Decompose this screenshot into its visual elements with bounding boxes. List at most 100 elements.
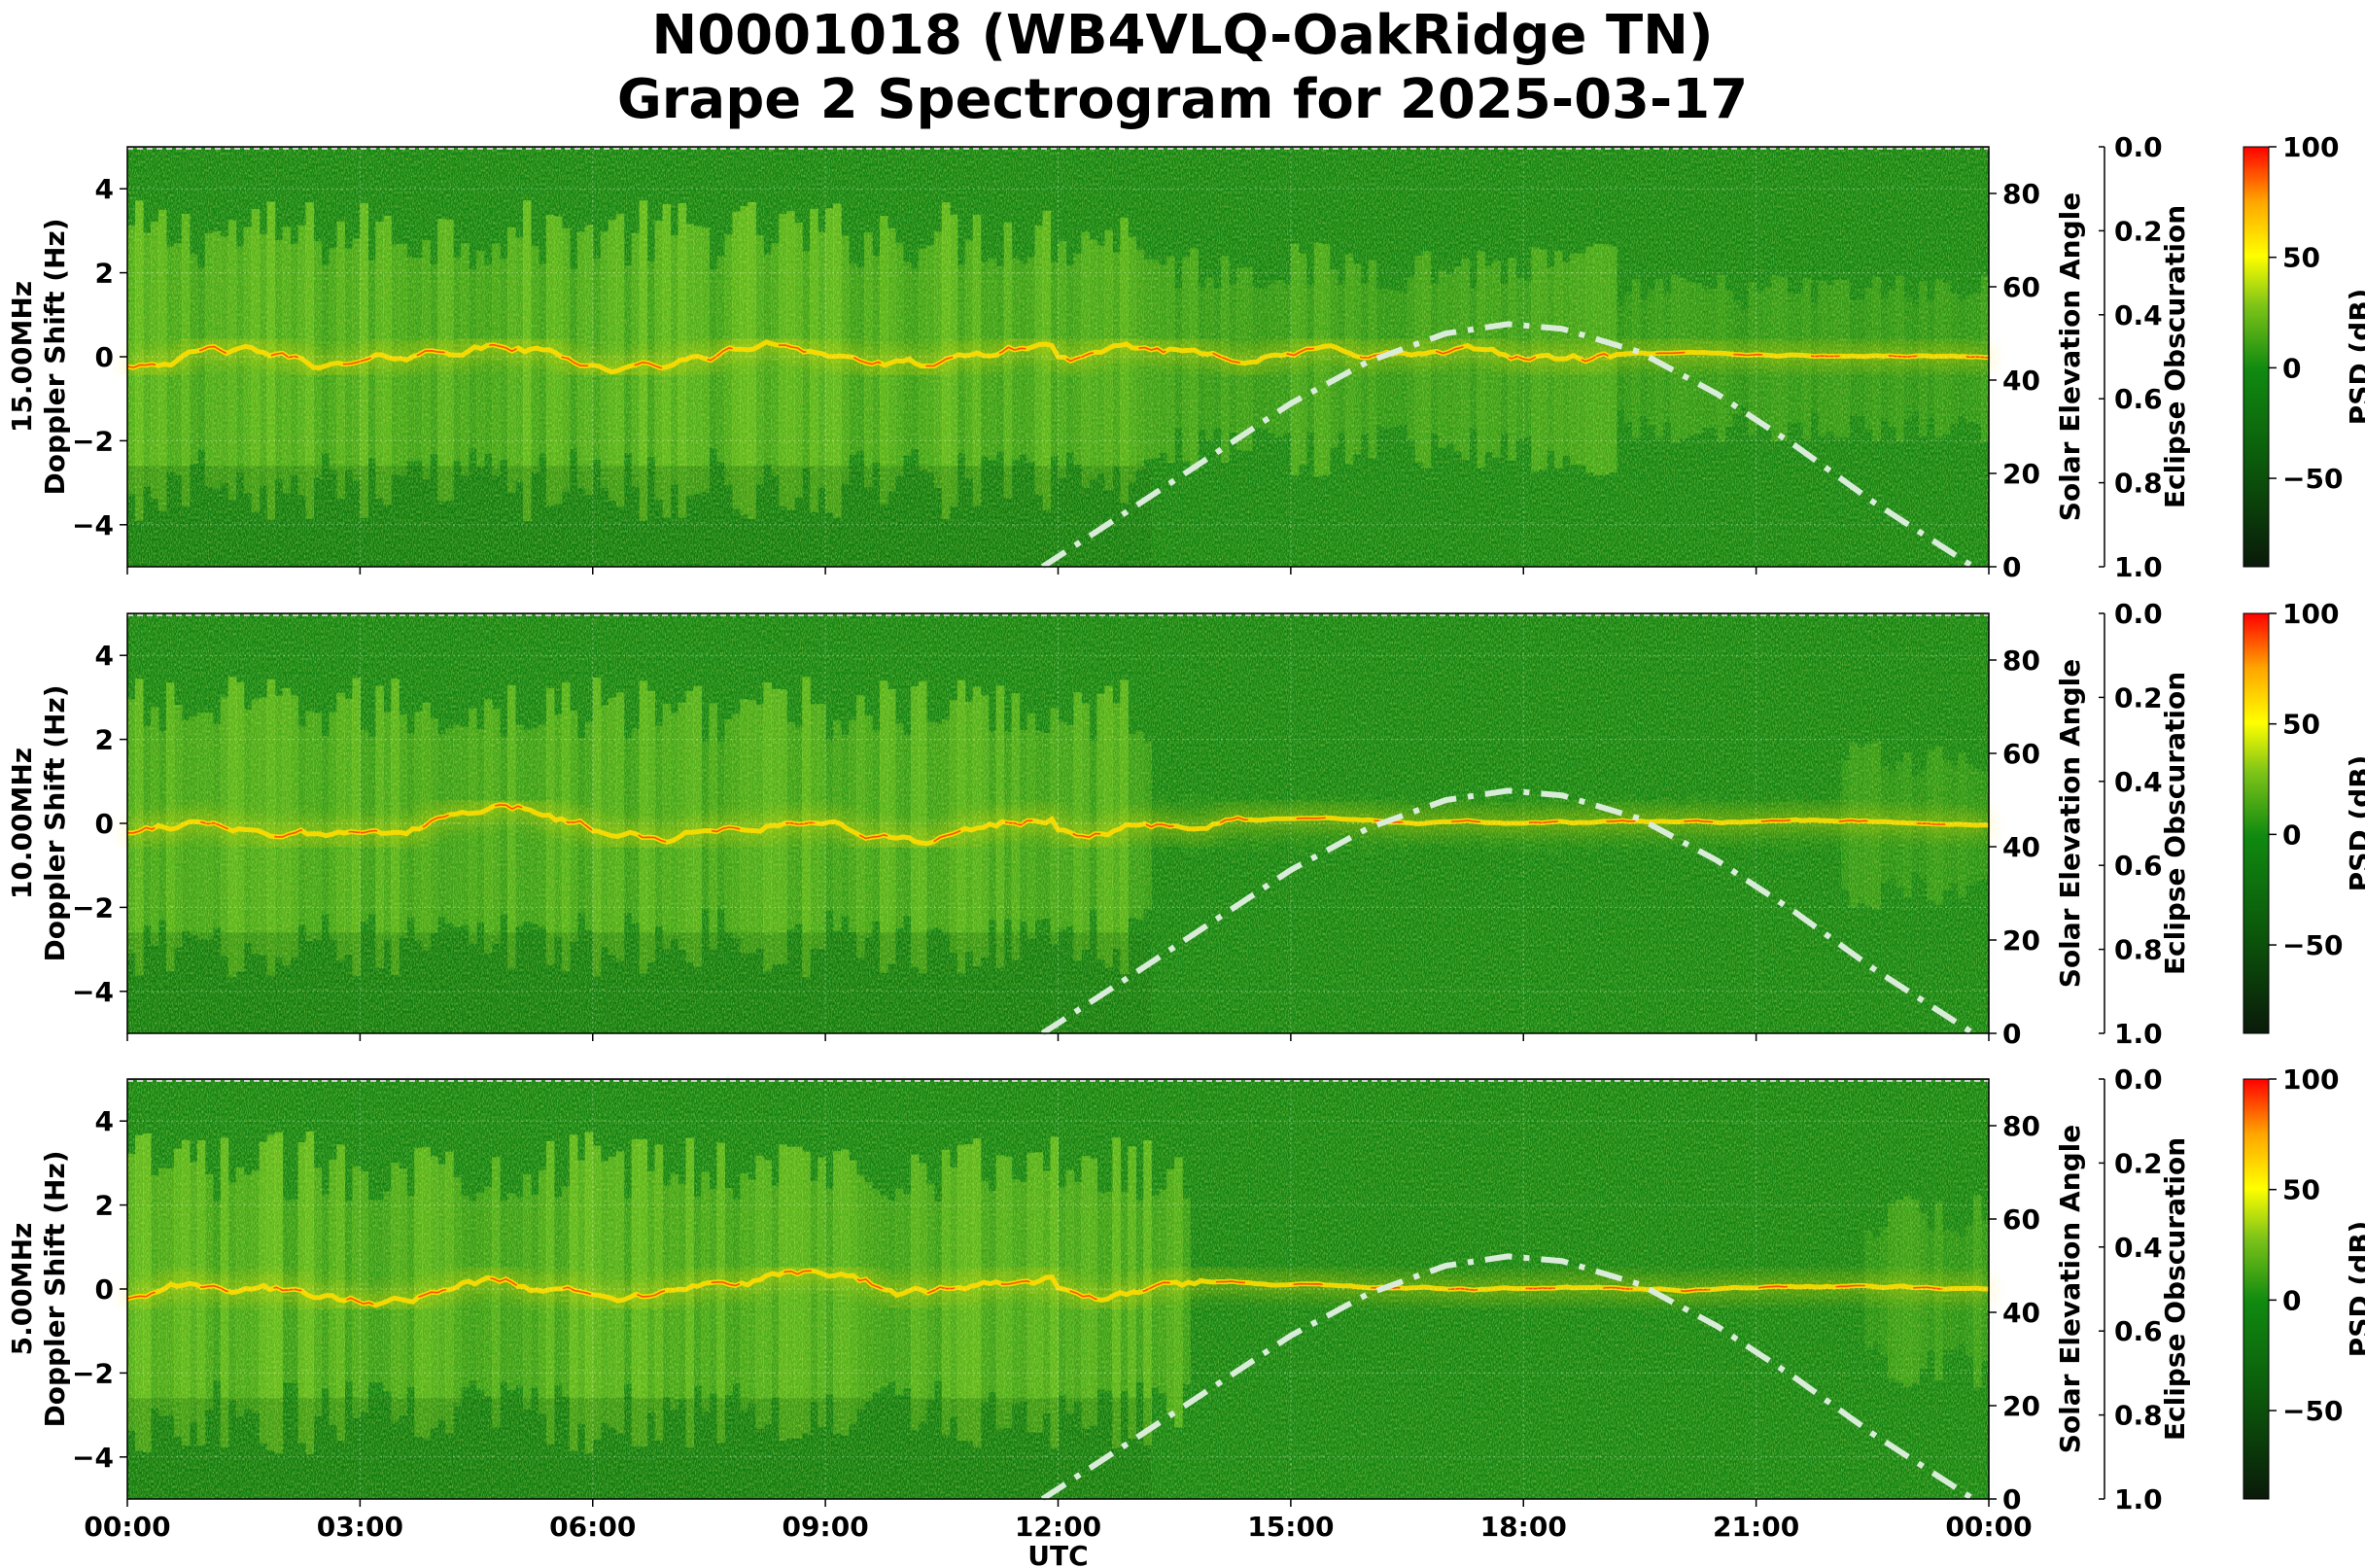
- eclipse-tick-label: 0.0: [2114, 598, 2163, 630]
- y-tick-label: 4: [95, 640, 114, 672]
- colorbar-tick-label: 0: [2282, 352, 2301, 384]
- y-tick-label: 0: [95, 1273, 114, 1306]
- colorbar-tick-label: 50: [2282, 709, 2320, 741]
- x-tick-label: 00:00: [1945, 1511, 2032, 1543]
- solar-tick-label: 40: [2002, 365, 2040, 397]
- solar-tick-label: 0: [2002, 551, 2021, 583]
- y-tick-label: 2: [95, 724, 114, 756]
- y-tick-label: 2: [95, 258, 114, 290]
- colorbar-tick-label: 0: [2282, 819, 2301, 851]
- y-tick-label: 2: [95, 1190, 114, 1222]
- panel-10.00MHz: 420−2−410.00MHz Doppler Shift (Hz)0204060…: [6, 598, 2365, 1050]
- x-tick-label: 12:00: [1015, 1511, 1101, 1543]
- colorbar-tick-label: −50: [2282, 929, 2343, 961]
- solar-tick-label: 80: [2002, 645, 2040, 677]
- solar-elevation-curve: [1040, 321, 1975, 570]
- solar-axis-label: Solar Elevation Angle: [2054, 659, 2086, 988]
- y-tick-label: −2: [72, 891, 114, 923]
- x-tick-label: 00:00: [84, 1511, 170, 1543]
- solar-tick-label: 0: [2002, 1018, 2021, 1050]
- solar-tick-label: 20: [2002, 458, 2040, 490]
- x-tick-label: 15:00: [1247, 1511, 1334, 1543]
- solar-tick-label: 60: [2002, 1203, 2040, 1236]
- y-axis-label-frequency: 10.00MHz: [6, 748, 38, 899]
- eclipse-axis-label: Eclipse Obscuration: [2159, 1137, 2191, 1441]
- y-axis-label-frequency: 5.00MHz: [6, 1223, 38, 1356]
- y-tick-label: 4: [95, 1105, 114, 1137]
- colorbar-tick-label: 100: [2282, 598, 2339, 630]
- eclipse-tick-label: 0.2: [2114, 1147, 2163, 1179]
- colorbar-tick-label: −50: [2282, 463, 2343, 495]
- y-axis-label: Doppler Shift (Hz): [39, 1150, 71, 1427]
- colorbar-label: PSD (dB): [2344, 1221, 2365, 1358]
- y-tick-label: −2: [72, 1357, 114, 1389]
- x-tick-label: 03:00: [317, 1511, 403, 1543]
- eclipse-tick-label: 0.4: [2114, 1232, 2163, 1264]
- x-tick-label: 09:00: [783, 1511, 869, 1543]
- y-axis-label: Doppler Shift (Hz): [39, 218, 71, 495]
- eclipse-tick-label: 0.2: [2114, 681, 2163, 714]
- chart-title: N0001018 (WB4VLQ-OakRidge TN) Grape 2 Sp…: [0, 4, 2365, 132]
- solar-elevation-curve: [1040, 1253, 1975, 1502]
- eclipse-tick-label: 1.0: [2114, 1018, 2163, 1050]
- eclipse-tick-label: 1.0: [2114, 1483, 2163, 1516]
- eclipse-tick-label: 0.4: [2114, 766, 2163, 798]
- solar-axis-label: Solar Elevation Angle: [2054, 192, 2086, 521]
- y-tick-label: −4: [72, 509, 114, 541]
- x-tick-label: 06:00: [549, 1511, 636, 1543]
- solar-tick-label: 80: [2002, 1110, 2040, 1142]
- eclipse-axis-label: Eclipse Obscuration: [2159, 672, 2191, 975]
- y-tick-label: −2: [72, 425, 114, 457]
- solar-tick-label: 80: [2002, 178, 2040, 210]
- solar-tick-label: 0: [2002, 1483, 2021, 1516]
- colorbar-tick-label: 0: [2282, 1284, 2301, 1316]
- panel-15.00MHz: 420−2−415.00MHz Doppler Shift (Hz)0204060…: [6, 131, 2365, 583]
- y-axis-label-frequency: 15.00MHz: [6, 281, 38, 433]
- eclipse-tick-label: 0.8: [2114, 468, 2163, 500]
- colorbar-tick-label: 100: [2282, 131, 2339, 163]
- colorbar-tick-label: 50: [2282, 242, 2320, 274]
- eclipse-tick-label: 0.2: [2114, 215, 2163, 247]
- eclipse-tick-label: 0.6: [2114, 850, 2163, 882]
- solar-tick-label: 40: [2002, 1297, 2040, 1329]
- eclipse-tick-label: 0.0: [2114, 131, 2163, 163]
- solar-tick-label: 40: [2002, 831, 2040, 863]
- eclipse-tick-label: 0.8: [2114, 1400, 2163, 1432]
- colorbar-label: PSD (dB): [2344, 755, 2365, 892]
- eclipse-tick-label: 1.0: [2114, 551, 2163, 583]
- solar-tick-label: 20: [2002, 924, 2040, 957]
- colorbar-tick-label: 100: [2282, 1063, 2339, 1096]
- colorbar: [2243, 612, 2270, 1034]
- y-tick-label: 4: [95, 173, 114, 205]
- solar-axis-label: Solar Elevation Angle: [2054, 1125, 2086, 1453]
- colorbar: [2243, 146, 2270, 568]
- doppler-trace-peak: [126, 340, 1990, 373]
- y-tick-label: −4: [72, 1442, 114, 1474]
- panel-5.00MHz: 420−2−45.00MHz Doppler Shift (Hz)02040608…: [6, 1063, 2365, 1516]
- eclipse-tick-label: 0.4: [2114, 299, 2163, 331]
- y-tick-label: −4: [72, 976, 114, 1008]
- eclipse-tick-label: 0.8: [2114, 934, 2163, 966]
- solar-tick-label: 60: [2002, 738, 2040, 770]
- colorbar-tick-label: 50: [2282, 1174, 2320, 1206]
- y-axis-label: Doppler Shift (Hz): [39, 684, 71, 961]
- doppler-trace-peak: [126, 804, 1990, 845]
- colorbar-tick-label: −50: [2282, 1395, 2343, 1427]
- eclipse-axis-label: Eclipse Obscuration: [2159, 205, 2191, 508]
- x-axis-label: UTC: [1027, 1540, 1088, 1568]
- y-tick-label: 0: [95, 808, 114, 840]
- eclipse-tick-label: 0.0: [2114, 1063, 2163, 1096]
- x-tick-label: 18:00: [1480, 1511, 1567, 1543]
- colorbar: [2243, 1078, 2270, 1500]
- title-line-1: N0001018 (WB4VLQ-OakRidge TN): [651, 4, 1714, 67]
- x-tick-label: 21:00: [1713, 1511, 1799, 1543]
- solar-tick-label: 20: [2002, 1390, 2040, 1422]
- eclipse-tick-label: 0.6: [2114, 1315, 2163, 1347]
- solar-elevation-curve: [1040, 787, 1975, 1036]
- solar-tick-label: 60: [2002, 271, 2040, 303]
- doppler-trace-peak: [126, 1270, 1989, 1307]
- eclipse-tick-label: 0.6: [2114, 383, 2163, 415]
- y-tick-label: 0: [95, 341, 114, 373]
- colorbar-label: PSD (dB): [2344, 289, 2365, 426]
